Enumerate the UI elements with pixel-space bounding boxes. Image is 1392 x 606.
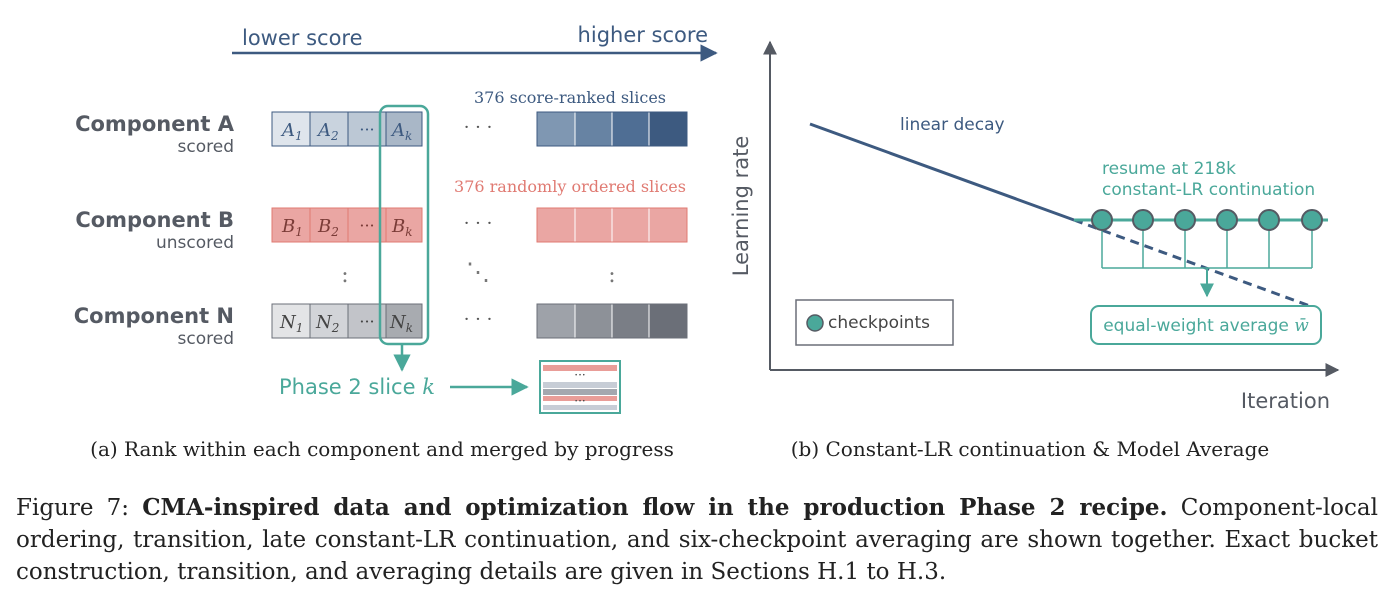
figure-caption-prefix: Figure 7: <box>16 495 143 521</box>
linear-decay-label: linear decay <box>900 115 1005 135</box>
cell-a2-label: A2 <box>316 120 339 143</box>
panel-b: Learning rate Iteration linear decay res… <box>729 40 1340 461</box>
component-n-name: Component N <box>74 304 234 328</box>
figure: lower score higher score Component A sco… <box>74 23 1340 461</box>
checkpoint-2 <box>1132 209 1154 231</box>
panel-a-caption: (a) Rank within each component and merge… <box>90 437 674 461</box>
figure-caption-body: Component-local ordering, transition, la… <box>16 495 1378 585</box>
row-n-cells: N1 N2 ··· Nk <box>271 303 423 339</box>
block-a-2 <box>575 112 612 146</box>
row-n-blocks <box>536 303 688 339</box>
decay-continuation-dashed <box>1073 218 1311 308</box>
row-b-blocks <box>536 207 688 243</box>
block-n-3 <box>612 304 649 338</box>
block-n-2 <box>575 304 612 338</box>
component-a-subtitle: scored <box>178 137 234 157</box>
checkpoint-1 <box>1091 209 1113 231</box>
figure-caption: Figure 7: CMA-inspired data and optimiza… <box>16 492 1378 588</box>
cell-n1 <box>271 303 311 339</box>
checkpoint-6 <box>1301 209 1323 231</box>
cell-a-ellipsis: ··· <box>359 120 374 139</box>
cell-nk-label: Nk <box>389 312 413 335</box>
mixed-slice-icon: ··· ··· <box>539 360 621 414</box>
block-n-4 <box>649 304 687 338</box>
cell-ak <box>385 111 423 147</box>
average-box <box>1090 305 1322 345</box>
mixed-ellipsis-2: ··· <box>574 394 585 408</box>
cell-n2 <box>309 303 349 339</box>
cell-b-ellipsis: ··· <box>359 216 374 235</box>
cell-nk <box>385 303 423 339</box>
cell-ak-label: Ak <box>390 120 412 143</box>
cell-bk-label: Bk <box>391 216 413 239</box>
mixed-ellipsis-1: ··· <box>574 368 585 382</box>
figure-caption-title: CMA-inspired data and optimization flow … <box>142 494 1168 521</box>
component-b-subtitle: unscored <box>156 233 234 253</box>
component-b-name: Component B <box>75 208 234 232</box>
y-axis-label: Learning rate <box>729 136 753 277</box>
cell-b1-label: B1 <box>281 216 303 239</box>
row-a-hellipsis: · · · <box>464 117 493 138</box>
ddots-middle: ⋱ <box>466 258 490 286</box>
score-ranked-label: 376 score-ranked slices <box>474 88 666 107</box>
checkpoint-5 <box>1258 209 1280 231</box>
component-n-subtitle: scored <box>178 329 234 349</box>
cell-bk <box>385 207 423 243</box>
cell-n2-label: N2 <box>315 312 339 335</box>
cell-b2 <box>309 207 349 243</box>
x-axis-label: Iteration <box>1241 389 1330 413</box>
vdots-right: : <box>608 263 615 288</box>
cell-n-ellipsis: ··· <box>359 312 374 331</box>
average-label: equal-weight average w̄ <box>1103 316 1309 336</box>
panel-a: lower score higher score Component A sco… <box>74 23 718 461</box>
lower-score-label: lower score <box>242 26 363 50</box>
resume-label: resume at 218k <box>1102 159 1236 179</box>
cell-b2-label: B2 <box>317 216 339 239</box>
row-n-hellipsis: · · · <box>464 309 493 330</box>
vdots-left: : <box>341 263 348 288</box>
cell-a1-label: A1 <box>280 120 303 143</box>
legend-checkpoint-icon <box>806 314 824 332</box>
cell-a2 <box>309 111 349 147</box>
row-a-blocks <box>536 111 688 147</box>
block-n-1 <box>537 304 575 338</box>
checkpoint-3 <box>1174 209 1196 231</box>
block-a-3 <box>612 112 649 146</box>
component-a-name: Component A <box>75 112 235 136</box>
legend-label: checkpoints <box>828 313 930 333</box>
cell-b1 <box>271 207 311 243</box>
phase2-slice-label: Phase 2 slice k <box>279 375 435 399</box>
checkpoints <box>1091 209 1323 231</box>
block-a-4 <box>649 112 687 146</box>
panel-b-caption: (b) Constant-LR continuation & Model Ave… <box>791 437 1270 461</box>
constant-lr-label: constant-LR continuation <box>1102 180 1315 200</box>
slice-k-highlight <box>378 104 430 346</box>
higher-score-label: higher score <box>578 23 708 47</box>
cell-n1-label: N1 <box>279 312 303 335</box>
legend-box <box>795 299 954 346</box>
random-ordered-label: 376 randomly ordered slices <box>454 177 686 196</box>
linear-decay-line <box>809 122 1075 222</box>
block-a-1 <box>537 112 575 146</box>
row-b-hellipsis: · · · <box>464 213 493 234</box>
checkpoint-4 <box>1216 209 1238 231</box>
row-a-cells: A1 A2 ··· Ak <box>271 111 423 147</box>
averaging-bracket <box>1101 220 1313 269</box>
row-b-cells: B1 B2 ··· Bk <box>271 207 423 243</box>
